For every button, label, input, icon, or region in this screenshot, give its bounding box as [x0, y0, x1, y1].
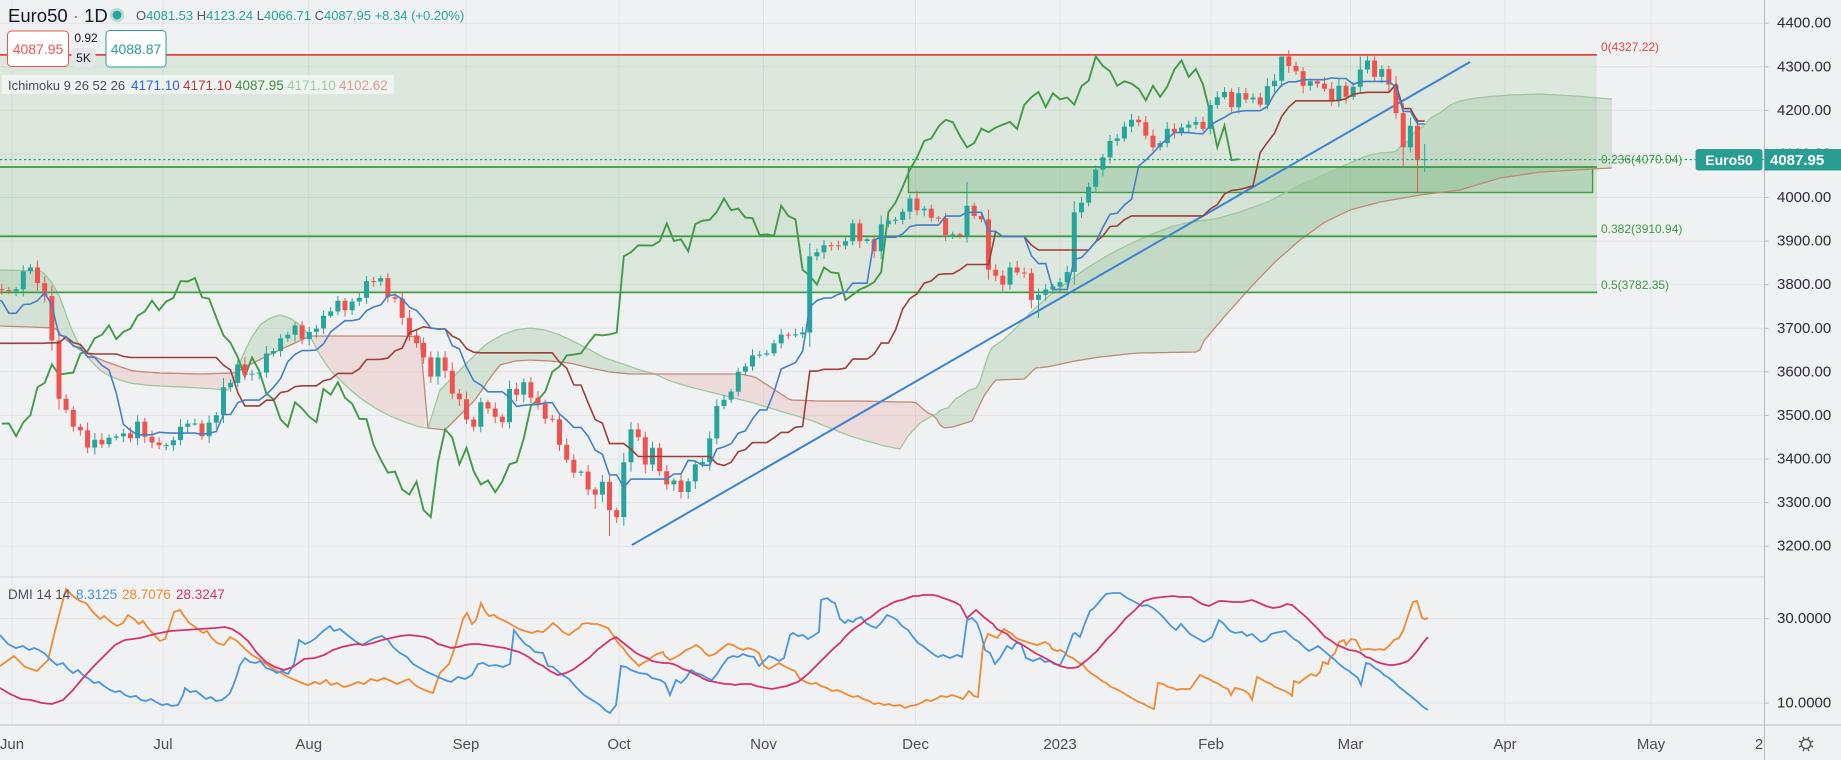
svg-text:28.3247: 28.3247 — [176, 587, 225, 602]
svg-text:Oct: Oct — [607, 736, 631, 753]
svg-text:0(4327.22): 0(4327.22) — [1601, 40, 1659, 54]
svg-text:10.0000: 10.0000 — [1777, 695, 1831, 712]
svg-text:0.382(3910.94): 0.382(3910.94) — [1601, 222, 1682, 236]
svg-text:Dec: Dec — [902, 736, 929, 753]
svg-text:3500.00: 3500.00 — [1777, 407, 1831, 424]
svg-text:3300.00: 3300.00 — [1777, 494, 1831, 511]
svg-text:4300.00: 4300.00 — [1777, 58, 1831, 75]
svg-text:3900.00: 3900.00 — [1777, 233, 1831, 250]
svg-text:O4081.53 H4123.24 L4066.71 C40: O4081.53 H4123.24 L4066.71 C4087.95 +8.3… — [136, 8, 464, 23]
svg-text:0.92: 0.92 — [74, 31, 98, 45]
svg-text:DMI 14 14: DMI 14 14 — [8, 587, 71, 602]
svg-text:4087.95: 4087.95 — [13, 41, 64, 57]
svg-text:Euro50 · 1D: Euro50 · 1D — [8, 5, 108, 26]
svg-text:4171.10: 4171.10 — [183, 78, 232, 93]
svg-text:4400.00: 4400.00 — [1777, 15, 1831, 32]
svg-text:Jun: Jun — [0, 736, 24, 753]
svg-text:Aug: Aug — [295, 736, 322, 753]
svg-text:3700.00: 3700.00 — [1777, 320, 1831, 337]
svg-text:Jul: Jul — [153, 736, 172, 753]
svg-text:30.0000: 30.0000 — [1777, 610, 1831, 627]
svg-text:May: May — [1637, 736, 1666, 753]
svg-text:Apr: Apr — [1493, 736, 1516, 753]
svg-text:4171.10: 4171.10 — [287, 78, 336, 93]
svg-text:4171.10: 4171.10 — [131, 78, 180, 93]
svg-text:4200.00: 4200.00 — [1777, 102, 1831, 119]
svg-text:Nov: Nov — [750, 736, 777, 753]
svg-text:3400.00: 3400.00 — [1777, 451, 1831, 468]
svg-text:4087.95: 4087.95 — [235, 78, 284, 93]
svg-text:3600.00: 3600.00 — [1777, 363, 1831, 380]
svg-text:4088.87: 4088.87 — [111, 41, 162, 57]
svg-text:Mar: Mar — [1338, 736, 1364, 753]
svg-text:0.5(3782.35): 0.5(3782.35) — [1601, 278, 1669, 292]
svg-text:4000.00: 4000.00 — [1777, 189, 1831, 206]
svg-text:3200.00: 3200.00 — [1777, 538, 1831, 555]
svg-text:4102.62: 4102.62 — [339, 78, 388, 93]
svg-text:3800.00: 3800.00 — [1777, 276, 1831, 293]
svg-text:2: 2 — [1755, 736, 1763, 753]
svg-text:0.236(4070.04): 0.236(4070.04) — [1601, 153, 1682, 167]
svg-text:Euro50: Euro50 — [1705, 152, 1753, 168]
svg-text:Feb: Feb — [1198, 736, 1224, 753]
svg-text:5K: 5K — [76, 51, 91, 65]
svg-text:4087.95: 4087.95 — [1770, 152, 1824, 169]
svg-text:28.7076: 28.7076 — [122, 587, 171, 602]
svg-text:Ichimoku 9 26 52 26: Ichimoku 9 26 52 26 — [8, 78, 125, 93]
svg-text:8.3125: 8.3125 — [76, 587, 117, 602]
svg-text:2023: 2023 — [1043, 736, 1076, 753]
svg-text:Sep: Sep — [453, 736, 480, 753]
